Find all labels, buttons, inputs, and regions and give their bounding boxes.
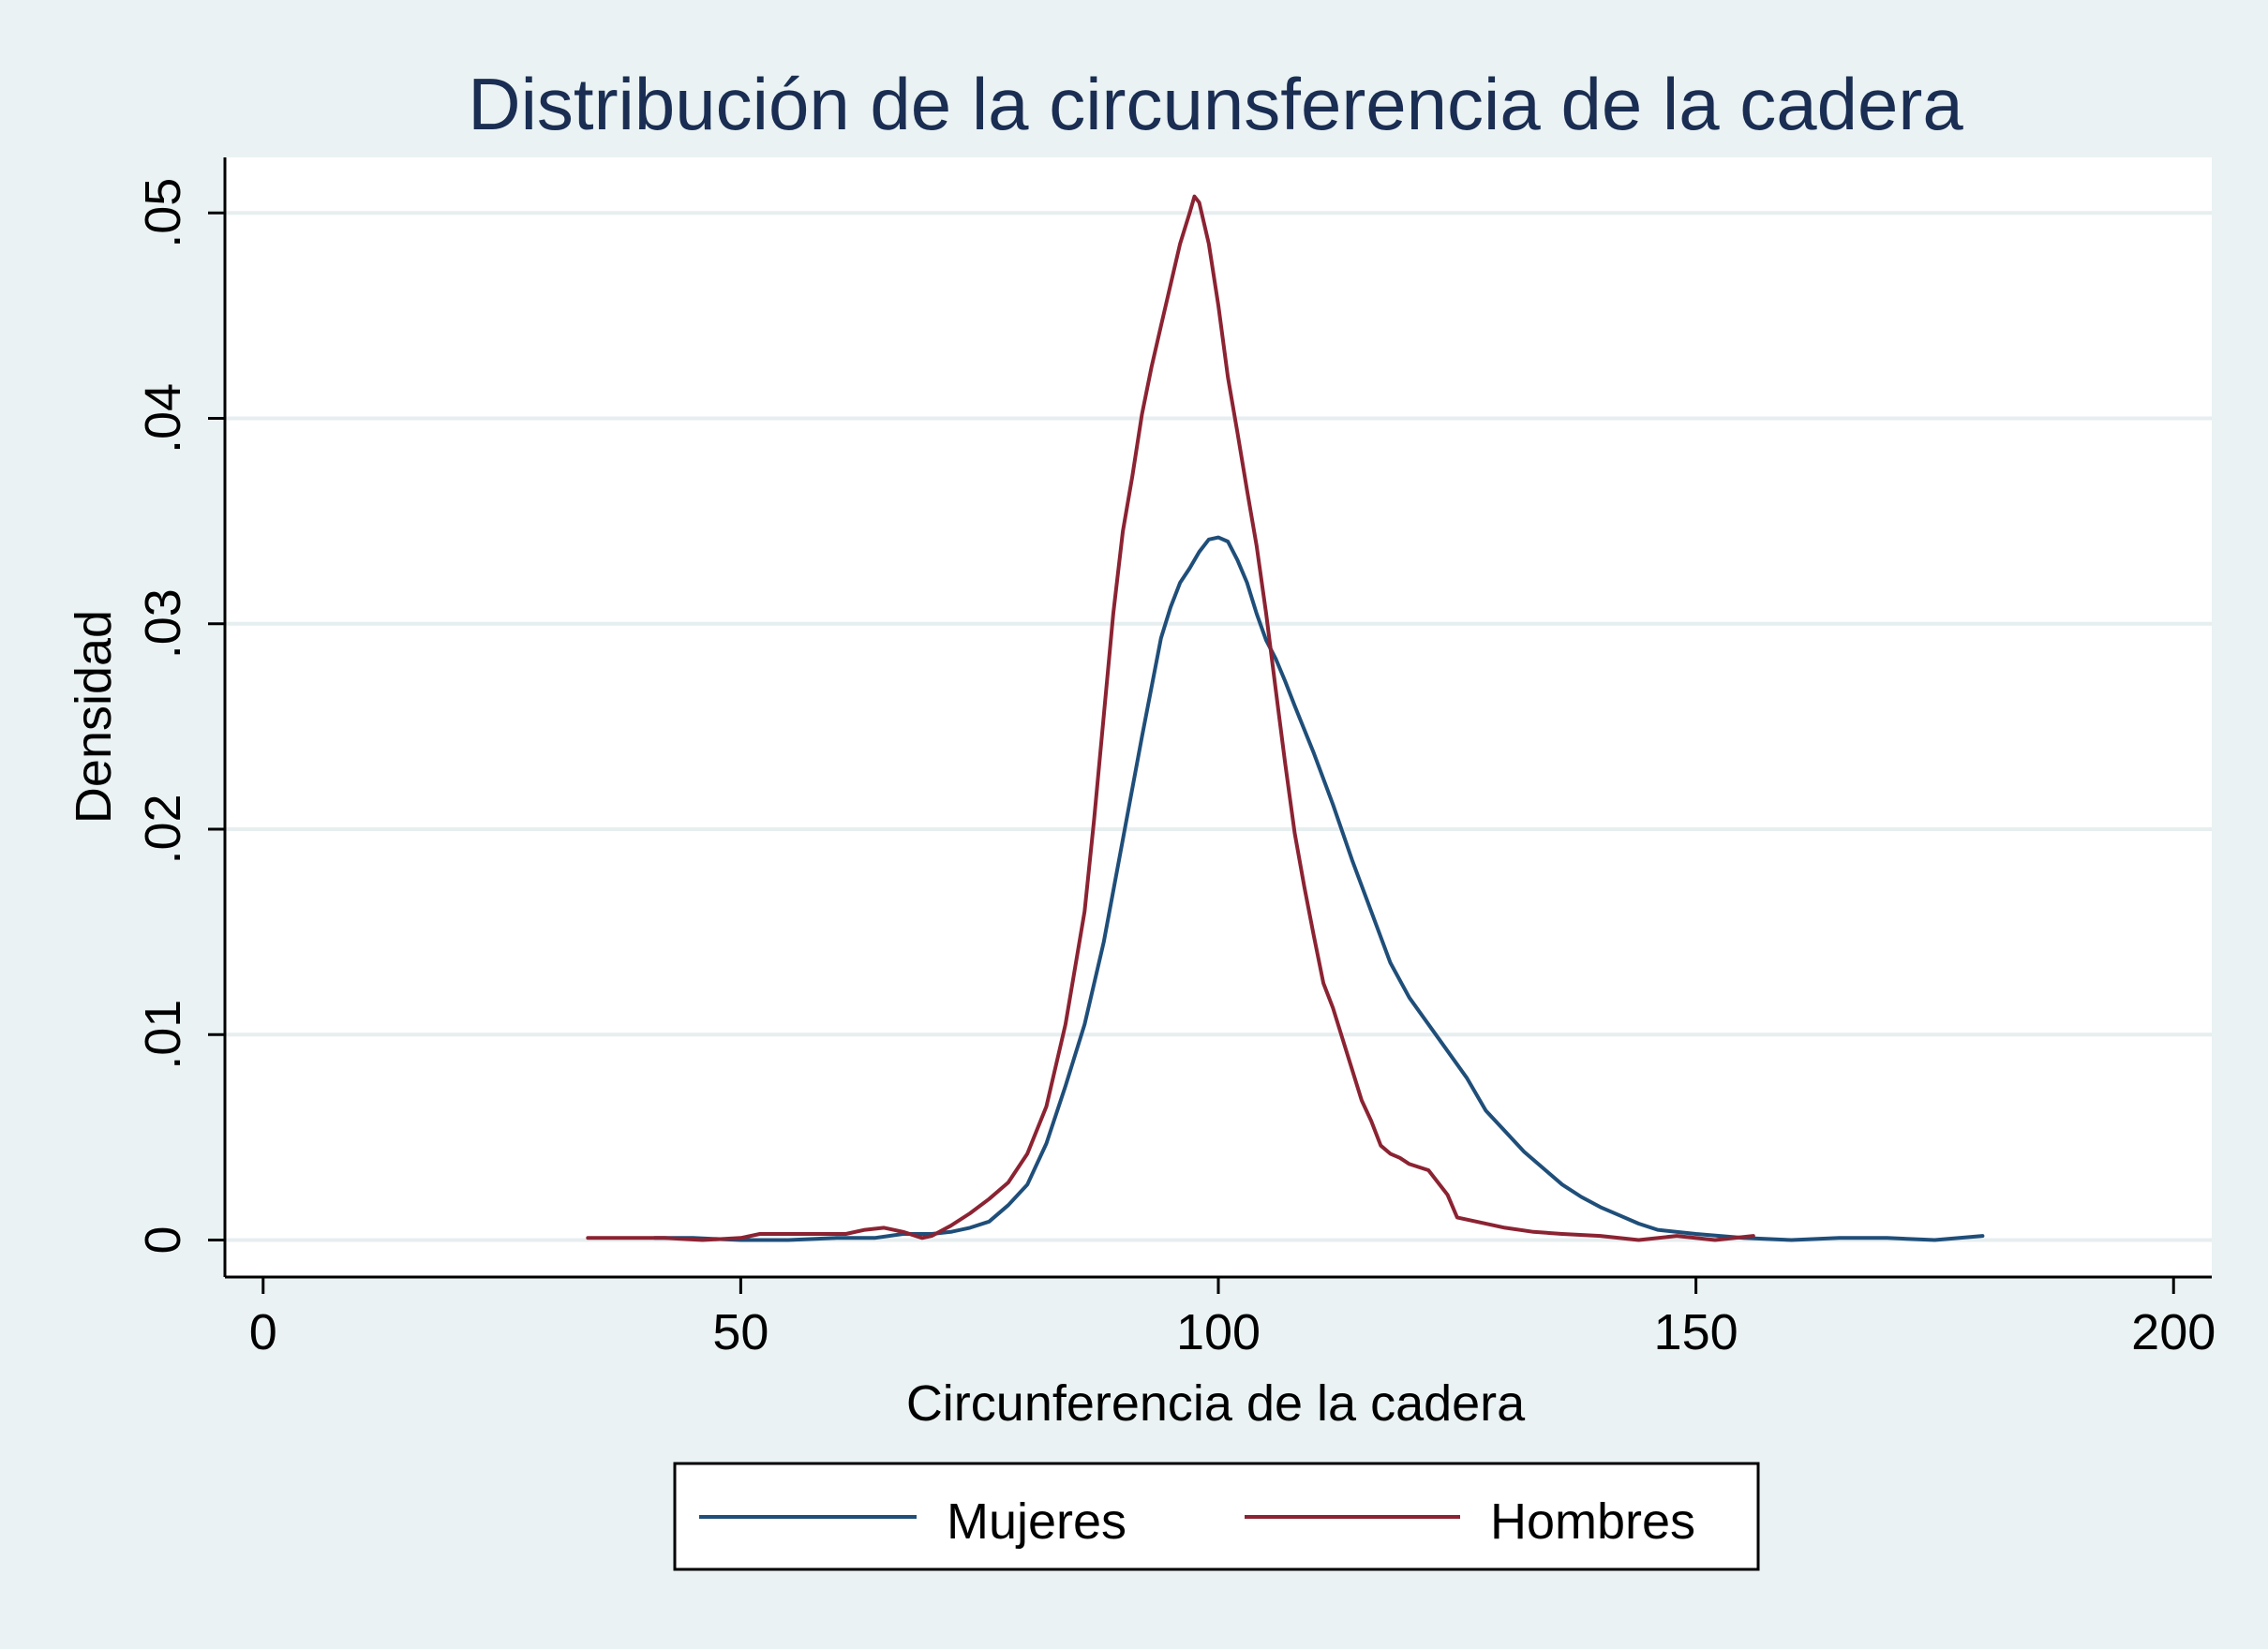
x-axis-ticks: 0 50 100 150 200	[249, 1277, 2216, 1360]
legend-label-mujeres: Mujeres	[947, 1493, 1127, 1550]
y-tick-label: .02	[135, 794, 191, 864]
y-tick-label: 0	[135, 1226, 191, 1255]
x-tick-label: 100	[1176, 1304, 1261, 1360]
plot-area	[225, 157, 2212, 1277]
x-tick-label: 150	[1654, 1304, 1738, 1360]
y-tick-label: .03	[135, 588, 191, 659]
x-tick-label: 200	[2131, 1304, 2216, 1360]
legend: Mujeres Hombres	[673, 1462, 1760, 1571]
y-tick-label: .01	[135, 1000, 191, 1070]
series-line-mujeres	[652, 535, 1985, 1242]
series-lines	[586, 194, 1985, 1242]
y-tick-label: .04	[135, 383, 191, 453]
legend-label-hombres: Hombres	[1490, 1493, 1695, 1550]
series-line-hombres	[586, 194, 1755, 1242]
x-tick-label: 50	[712, 1304, 768, 1360]
gridlines	[225, 211, 2212, 1242]
y-axis-ticks: 0 .01 .02 .03 .04 .05	[135, 178, 225, 1255]
y-axis-label: Densidad	[66, 610, 122, 824]
x-tick-label: 0	[249, 1304, 277, 1360]
chart-title: Distribución de la circunsferencia de la…	[468, 63, 1963, 145]
y-tick-label: .05	[135, 178, 191, 248]
x-axis-label: Circunferencia de la cadera	[906, 1375, 1526, 1432]
